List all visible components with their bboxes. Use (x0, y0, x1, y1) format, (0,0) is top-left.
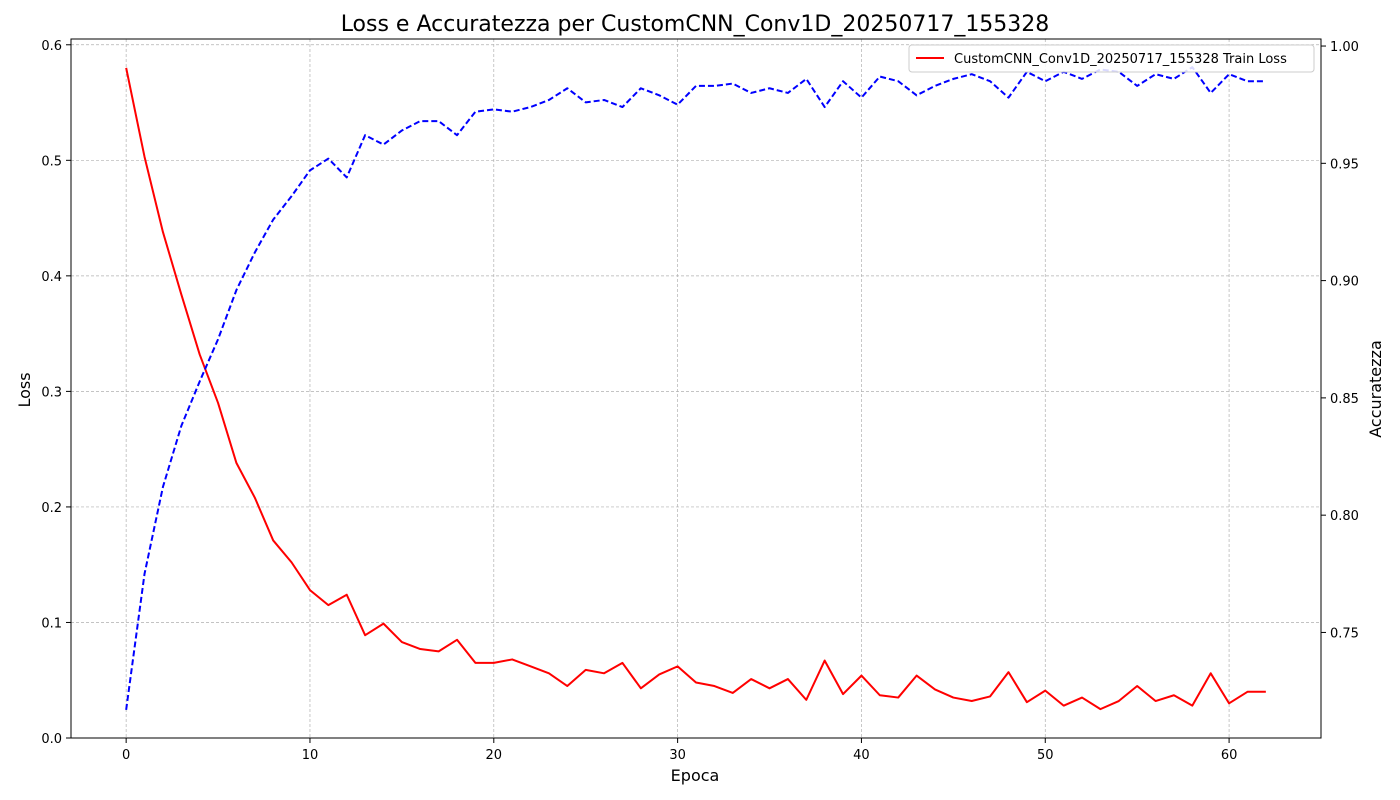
x-tick-label: 30 (669, 748, 686, 763)
y-right-tick-label: 0.85 (1330, 392, 1359, 407)
legend-box (908, 44, 1315, 73)
series-layer (125, 66, 1266, 711)
y-right-axis-label: Accuratezza (1366, 340, 1385, 438)
x-tick-label: 20 (486, 748, 503, 763)
y-right-axis-ticks: 0.75 0.80 0.85 0.90 0.95 1.00 (1321, 40, 1359, 641)
x-tick-label: 50 (1037, 748, 1054, 763)
y-tick-label: 0.6 (41, 39, 62, 54)
y-right-tick-label: 0.75 (1330, 626, 1359, 641)
y-right-tick-label: 0.80 (1330, 509, 1359, 524)
y-tick-label: 0.0 (41, 732, 62, 747)
y-tick-label: 0.3 (41, 385, 62, 400)
x-tick-label: 40 (853, 748, 870, 763)
legend: CustomCNN_Conv1D_20250717_155328 Train L… (908, 44, 1315, 73)
y-right-tick-label: 1.00 (1330, 40, 1359, 55)
legend-label-train-loss: CustomCNN_Conv1D_20250717_155328 Train L… (954, 52, 1287, 67)
y-right-tick-label: 0.90 (1330, 275, 1359, 290)
y-tick-label: 0.5 (41, 154, 62, 169)
y-axis-label: Loss (15, 372, 34, 407)
train-loss-series-line (125, 67, 1266, 711)
y-right-tick-label: 0.95 (1330, 157, 1359, 172)
plot-frame (70, 38, 1322, 739)
x-tick-label: 0 (122, 748, 130, 763)
chart-title: Loss e Accuratezza per CustomCNN_Conv1D_… (341, 12, 1050, 37)
y-tick-label: 0.1 (41, 616, 62, 631)
x-tick-label: 10 (302, 748, 319, 763)
x-axis-ticks: 0 10 20 30 40 50 60 (122, 738, 1237, 763)
x-tick-label: 60 (1221, 748, 1238, 763)
y-tick-label: 0.2 (41, 501, 62, 516)
y-axis-ticks: 0.0 0.1 0.2 0.3 0.4 0.5 0.6 (41, 39, 71, 747)
y-tick-label: 0.4 (41, 270, 62, 285)
x-axis-label: Epoca (671, 766, 720, 785)
